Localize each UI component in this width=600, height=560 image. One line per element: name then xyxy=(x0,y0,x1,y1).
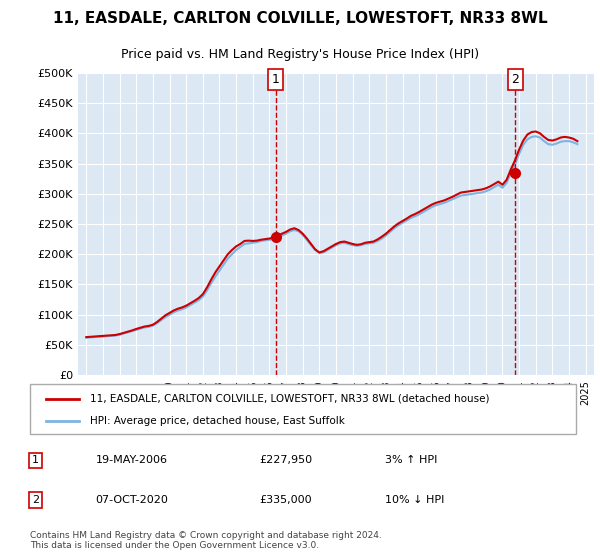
Text: 1: 1 xyxy=(32,455,39,465)
Text: 07-OCT-2020: 07-OCT-2020 xyxy=(95,495,169,505)
Text: Price paid vs. HM Land Registry's House Price Index (HPI): Price paid vs. HM Land Registry's House … xyxy=(121,48,479,61)
Text: 2: 2 xyxy=(511,73,519,86)
Text: 3% ↑ HPI: 3% ↑ HPI xyxy=(385,455,437,465)
Text: 11, EASDALE, CARLTON COLVILLE, LOWESTOFT, NR33 8WL (detached house): 11, EASDALE, CARLTON COLVILLE, LOWESTOFT… xyxy=(90,394,490,404)
Text: HPI: Average price, detached house, East Suffolk: HPI: Average price, detached house, East… xyxy=(90,417,345,426)
Text: 1: 1 xyxy=(272,73,280,86)
Text: £335,000: £335,000 xyxy=(259,495,312,505)
Text: 2: 2 xyxy=(32,495,39,505)
Text: Contains HM Land Registry data © Crown copyright and database right 2024.
This d: Contains HM Land Registry data © Crown c… xyxy=(30,531,382,550)
FancyBboxPatch shape xyxy=(30,384,576,434)
Text: £227,950: £227,950 xyxy=(259,455,313,465)
Text: 11, EASDALE, CARLTON COLVILLE, LOWESTOFT, NR33 8WL: 11, EASDALE, CARLTON COLVILLE, LOWESTOFT… xyxy=(53,11,547,26)
Text: 10% ↓ HPI: 10% ↓ HPI xyxy=(385,495,444,505)
Text: 19-MAY-2006: 19-MAY-2006 xyxy=(95,455,167,465)
